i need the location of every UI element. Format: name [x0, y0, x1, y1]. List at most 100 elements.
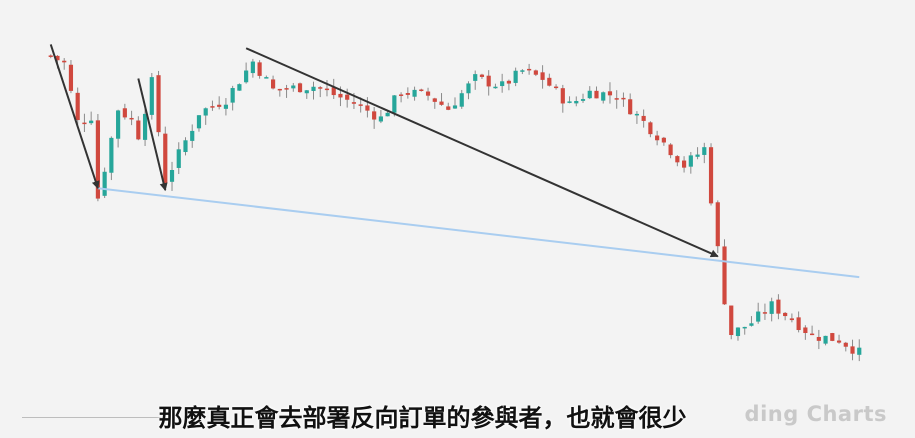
candle: [190, 124, 195, 148]
candle-body-down: [75, 92, 80, 121]
candle: [587, 86, 592, 100]
candle: [486, 70, 491, 96]
candle: [257, 60, 262, 79]
candle: [742, 326, 747, 335]
candle: [122, 103, 127, 120]
candle: [466, 81, 471, 100]
candle: [264, 75, 269, 79]
candle-body-up: [580, 99, 586, 101]
candle-body-down: [297, 83, 303, 93]
candle-body-down: [715, 202, 720, 247]
candle: [803, 325, 808, 340]
candle: [816, 329, 821, 350]
candle-body-down: [338, 93, 343, 98]
candle-body-down: [628, 99, 633, 115]
candle-body-down: [486, 75, 491, 87]
candle-body-up: [695, 154, 700, 157]
candle: [250, 58, 255, 78]
candle-body-down: [257, 62, 262, 76]
candle-body-up: [190, 130, 195, 141]
candle-body-up: [149, 77, 154, 115]
candle: [129, 110, 134, 126]
candle-body-down: [843, 342, 848, 347]
candle: [648, 121, 653, 138]
candle-body-down: [419, 89, 424, 91]
candle: [223, 98, 229, 116]
trend-arrow: [245, 47, 719, 258]
candle: [331, 78, 336, 99]
candle: [297, 82, 303, 93]
candle: [439, 93, 444, 106]
candle-body-up: [142, 113, 148, 140]
candle-body-down: [527, 68, 532, 71]
candle-body-down: [129, 117, 134, 120]
candle: [567, 96, 572, 104]
candle: [136, 116, 141, 141]
candle-body-down: [681, 160, 687, 168]
candle: [769, 297, 774, 322]
candle: [796, 311, 801, 333]
candle: [762, 303, 768, 320]
candle: [237, 83, 242, 91]
candle: [560, 84, 565, 113]
candle: [823, 335, 828, 346]
candle: [695, 147, 700, 160]
candle: [688, 152, 693, 174]
candle-body-down: [62, 60, 67, 63]
candle-body-up: [493, 86, 498, 89]
candle: [547, 73, 552, 87]
candle: [655, 130, 660, 146]
candle-body-up: [223, 104, 229, 109]
candle-body-up: [520, 70, 525, 72]
candle: [857, 339, 862, 362]
candle-body-down: [136, 120, 141, 140]
candle-body-up: [500, 81, 505, 87]
candle-body-down: [803, 327, 808, 334]
candle: [614, 90, 619, 109]
candle: [183, 137, 188, 156]
candle-body-down: [594, 90, 599, 99]
candle-body-up: [116, 110, 121, 139]
candle-body-up: [702, 147, 707, 155]
candle: [661, 136, 666, 146]
annotations-group: [49, 44, 860, 279]
candle-body-up: [89, 120, 94, 124]
candle-body-down: [560, 88, 565, 104]
candle: [244, 62, 249, 84]
candle-body-down: [607, 91, 613, 96]
candle-body-up: [735, 327, 741, 337]
candle-body-up: [634, 113, 640, 116]
candle-body-down: [783, 312, 788, 317]
candle-body-down: [446, 106, 451, 110]
candle-body-down: [351, 102, 357, 104]
candle: [506, 79, 511, 91]
candle: [729, 305, 734, 340]
candle-body-down: [156, 75, 161, 133]
candle: [68, 60, 74, 94]
candle-body-down: [533, 70, 538, 75]
candle: [156, 70, 161, 137]
candle: [540, 65, 545, 89]
candle-body-down: [553, 86, 559, 89]
candle: [196, 115, 202, 132]
candle: [102, 167, 107, 199]
candle: [580, 93, 586, 103]
candle-body-down: [816, 336, 821, 341]
candle-body-up: [473, 74, 478, 81]
candle-body-up: [756, 311, 761, 322]
candle-body-down: [358, 104, 363, 106]
candle: [399, 92, 404, 103]
candle-body-up: [385, 112, 390, 117]
candle-body-up: [857, 347, 862, 355]
candle-body-down: [163, 133, 168, 184]
candle: [513, 67, 518, 87]
candle: [749, 316, 754, 327]
candle-body-up: [513, 70, 518, 83]
candle: [756, 302, 761, 324]
candle: [830, 332, 835, 342]
candle: [405, 87, 410, 99]
candle-body-down: [540, 72, 545, 80]
candle: [452, 97, 458, 109]
candle: [419, 88, 424, 92]
candle-body-down: [425, 91, 431, 96]
